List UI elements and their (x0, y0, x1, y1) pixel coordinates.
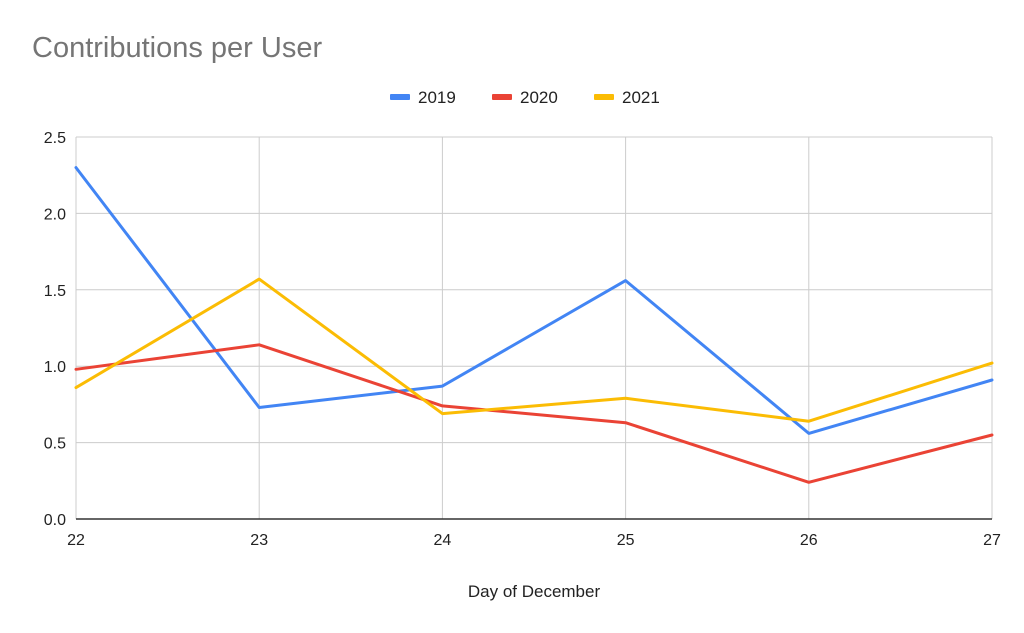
legend-label-2021: 2021 (622, 88, 660, 107)
y-axis-ticks: 0.0 0.5 1.0 1.5 2.0 2.5 (44, 130, 66, 529)
legend-swatch-2019 (390, 94, 410, 100)
y-gridlines (76, 136, 992, 444)
x-tick-label: 22 (67, 532, 85, 549)
series-layer (74, 166, 994, 484)
x-gridlines (75, 137, 993, 519)
x-axis-ticks: 22 23 24 25 26 27 (67, 532, 1001, 549)
x-tick-label: 23 (250, 532, 268, 549)
legend-label-2019: 2019 (418, 88, 456, 107)
x-tick-label: 26 (800, 532, 818, 549)
series-line-2021 (74, 277, 994, 423)
legend-swatch-2021 (594, 94, 614, 100)
x-tick-label: 25 (617, 532, 635, 549)
y-tick-label: 1.5 (44, 283, 66, 300)
legend-swatch-2020 (492, 94, 512, 100)
x-tick-label: 27 (983, 532, 1001, 549)
y-tick-label: 0.5 (44, 436, 66, 453)
y-tick-label: 1.0 (44, 359, 66, 376)
y-tick-label: 0.0 (44, 512, 66, 529)
legend: 2019 2020 2021 (390, 88, 660, 107)
y-tick-label: 2.0 (44, 206, 66, 223)
x-tick-label: 24 (434, 532, 452, 549)
x-axis-title: Day of December (468, 582, 601, 601)
series-line-2020 (74, 343, 994, 484)
series-line-2019 (74, 166, 994, 435)
chart-title: Contributions per User (32, 32, 322, 64)
legend-label-2020: 2020 (520, 88, 558, 107)
y-tick-label: 2.5 (44, 130, 66, 147)
